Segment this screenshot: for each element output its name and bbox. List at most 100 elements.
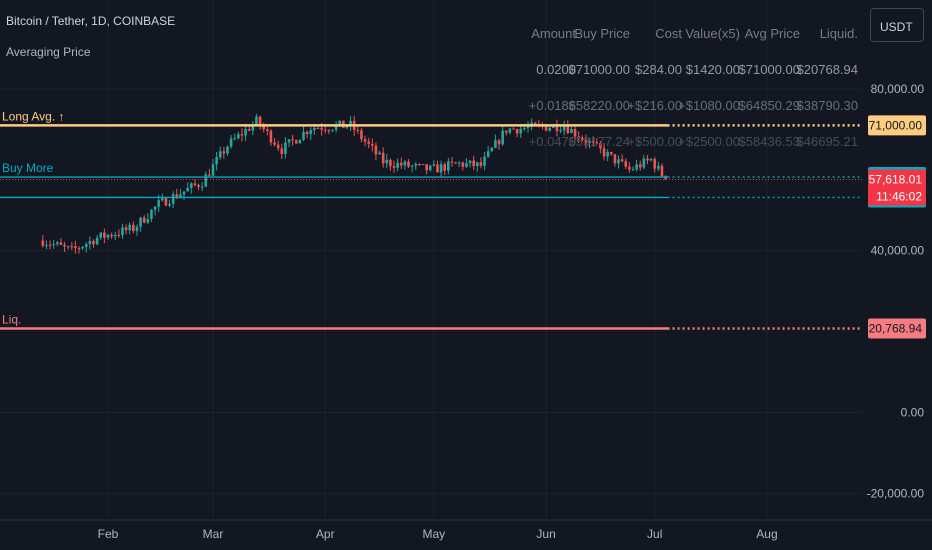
candle-body [371, 143, 374, 146]
candle-body [638, 164, 642, 168]
candle-body [237, 134, 240, 139]
x-tick-label: Jul [647, 527, 662, 541]
candle-body [63, 244, 66, 247]
candle-body [657, 165, 660, 169]
candle-body [646, 158, 649, 161]
candle-body [84, 244, 88, 247]
candle-body [581, 138, 584, 140]
indicator-name[interactable]: Averaging Price [6, 45, 91, 59]
candle-body [595, 142, 599, 144]
x-tick-label: Mar [203, 527, 224, 541]
x-tick-label: Apr [316, 527, 335, 541]
table-row: +0.0470 $53177.24 +$500.00 +$2500.00 $58436.… [520, 134, 866, 152]
level-line-name: Buy More [2, 161, 54, 175]
candle-body [559, 130, 562, 132]
candle-body [302, 131, 305, 140]
candle-body [179, 194, 182, 198]
candle-body [106, 234, 110, 238]
candle-body [284, 142, 287, 155]
candle-body [309, 130, 313, 135]
candle-body [457, 162, 461, 164]
table-header-row: Amount Buy Price Cost Value(x5) Avg Price Liq… [520, 26, 866, 44]
candle-body [620, 159, 624, 162]
candle-body [548, 127, 552, 131]
candle-body [218, 151, 222, 158]
candle-body [555, 124, 559, 132]
candle-body [229, 138, 233, 147]
candle-body [331, 129, 334, 131]
x-tick-label: Aug [756, 527, 777, 541]
table-cell: $64850.29 [738, 98, 800, 113]
candle-body [276, 144, 280, 149]
candle-body [443, 164, 447, 171]
candle-body [161, 198, 164, 201]
candle-body [266, 129, 269, 131]
candle-body [360, 130, 363, 140]
candle-body [385, 159, 389, 164]
candle-body [258, 116, 262, 126]
candle-body [403, 161, 407, 166]
candle-body [48, 244, 52, 246]
candle-body [631, 169, 635, 171]
table-cell: Liquid. [819, 26, 858, 41]
y-tick-label: -20,000.00 [867, 486, 925, 500]
symbol-title[interactable]: Bitcoin / Tether, 1D, COINBASE [6, 14, 176, 28]
candle-body [320, 128, 323, 130]
candle-body [562, 126, 566, 131]
candle-body [273, 142, 276, 145]
candle-body [316, 128, 320, 130]
candle-body [584, 139, 588, 144]
table-cell: +$216.00 [627, 98, 682, 113]
candle-body [653, 158, 657, 169]
table-cell: +0.0470 [528, 134, 576, 149]
level-price-label: 20,768.94 [869, 322, 923, 336]
candle-body [606, 151, 609, 157]
candle-body [193, 183, 197, 186]
candle-body [425, 164, 428, 171]
table-cell: Cost [655, 26, 682, 41]
candle-body [222, 151, 226, 154]
level-line-name: Long Avg. ↑ [2, 109, 65, 123]
candle-body [334, 124, 338, 130]
candle-body [573, 128, 577, 137]
table-cell: +$500.00 [627, 134, 682, 149]
candle-body [298, 139, 302, 144]
candle-body [182, 191, 186, 195]
candle-body [468, 160, 472, 164]
candle-body [124, 227, 128, 231]
candle-body [494, 140, 497, 148]
candle-body [305, 131, 309, 135]
candle-body [70, 246, 74, 248]
candle-body [88, 240, 92, 245]
candle-body [208, 174, 211, 176]
candle-body [526, 126, 530, 129]
table-cell: $1420.00 [685, 62, 740, 77]
candle-body [635, 164, 638, 170]
table-cell: +$1080.00 [678, 98, 740, 113]
level-price-label-bg [868, 115, 926, 136]
candle-body [294, 140, 298, 144]
candle-body [454, 162, 457, 164]
candle-body [189, 183, 193, 188]
candle-body [52, 243, 55, 245]
candle-body [436, 164, 439, 173]
candle-body [121, 227, 124, 236]
candle-body [66, 246, 70, 248]
currency-selector[interactable]: USDT [870, 8, 924, 42]
candle-body [262, 125, 265, 130]
candle-body [374, 145, 378, 155]
level-price-label: 71,000.00 [869, 118, 923, 132]
candle-body [472, 160, 475, 167]
candle-body [164, 198, 168, 206]
candle-body [479, 162, 483, 166]
table-row: +0.0186 $58220.00 +$216.00 +$1080.00 $64850.… [520, 98, 866, 116]
candle-body [465, 163, 468, 167]
candle-body [483, 156, 486, 166]
candle-body [410, 165, 414, 167]
candle-body [461, 162, 465, 167]
table-cell: $58436.53 [738, 134, 800, 149]
candle-body [197, 185, 200, 187]
candle-body [168, 203, 171, 206]
candle-body [588, 141, 591, 144]
